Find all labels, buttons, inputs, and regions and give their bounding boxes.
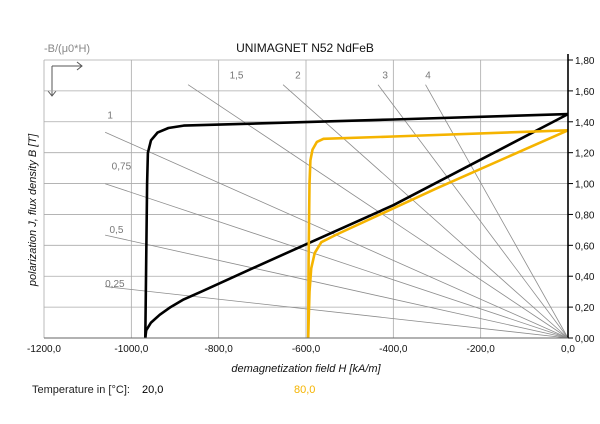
y-tick-label: 0,40	[575, 272, 595, 283]
x-tick-label: 0,0	[561, 344, 575, 355]
curve-B-0	[144, 112, 569, 339]
load-line	[105, 286, 569, 339]
x-tick-label: -600,0	[292, 344, 321, 355]
y-axis-label: polarization J, flux density B [T]	[27, 133, 39, 287]
y-tick-label: 1,80	[575, 56, 595, 67]
y-tick-label: 0,60	[575, 241, 595, 252]
curve-J-1	[306, 129, 569, 339]
chart-title: UNIMAGNET N52 NdFeB	[236, 41, 374, 55]
legend-label: Temperature in [°C]:	[32, 384, 130, 396]
curve-J-0	[144, 112, 569, 339]
load-line-label: 2	[295, 71, 301, 82]
load-line-label: 1	[107, 111, 113, 122]
load-line-label: 4	[425, 71, 431, 82]
load-line-label: 0,25	[105, 279, 125, 290]
x-tick-label: -1000,0	[114, 344, 148, 355]
x-tick-label: -1200,0	[27, 344, 61, 355]
x-axis-label: demagnetization field H [kA/m]	[231, 363, 381, 375]
curve-B-1	[306, 129, 569, 339]
y-tick-label: 1,00	[575, 180, 595, 191]
legend-entry-20: 20,0	[142, 384, 164, 396]
y-tick-label: 1,40	[575, 118, 595, 129]
x-tick-label: -200,0	[466, 344, 495, 355]
load-line-label: 1,5	[230, 71, 244, 82]
corner-label: -B/(μ0*H)	[44, 43, 90, 55]
y-tick-label: 0,20	[575, 303, 595, 314]
y-tick-label: 1,60	[575, 87, 595, 98]
y-tick-label: 1,20	[575, 149, 595, 160]
load-line-label: 0,75	[112, 162, 132, 173]
load-line	[105, 183, 569, 339]
y-tick-label: 0,00	[575, 334, 595, 345]
legend-entry-80: 80,0	[294, 384, 316, 396]
load-line-label: 0,5	[110, 225, 124, 236]
x-tick-label: -400,0	[379, 344, 408, 355]
load-line	[377, 84, 569, 339]
load-line	[105, 234, 569, 339]
load-line-label: 3	[382, 71, 388, 82]
x-tick-label: -800,0	[204, 344, 233, 355]
load-line	[282, 84, 569, 339]
y-tick-label: 0,80	[575, 210, 595, 221]
load-line	[425, 84, 569, 339]
